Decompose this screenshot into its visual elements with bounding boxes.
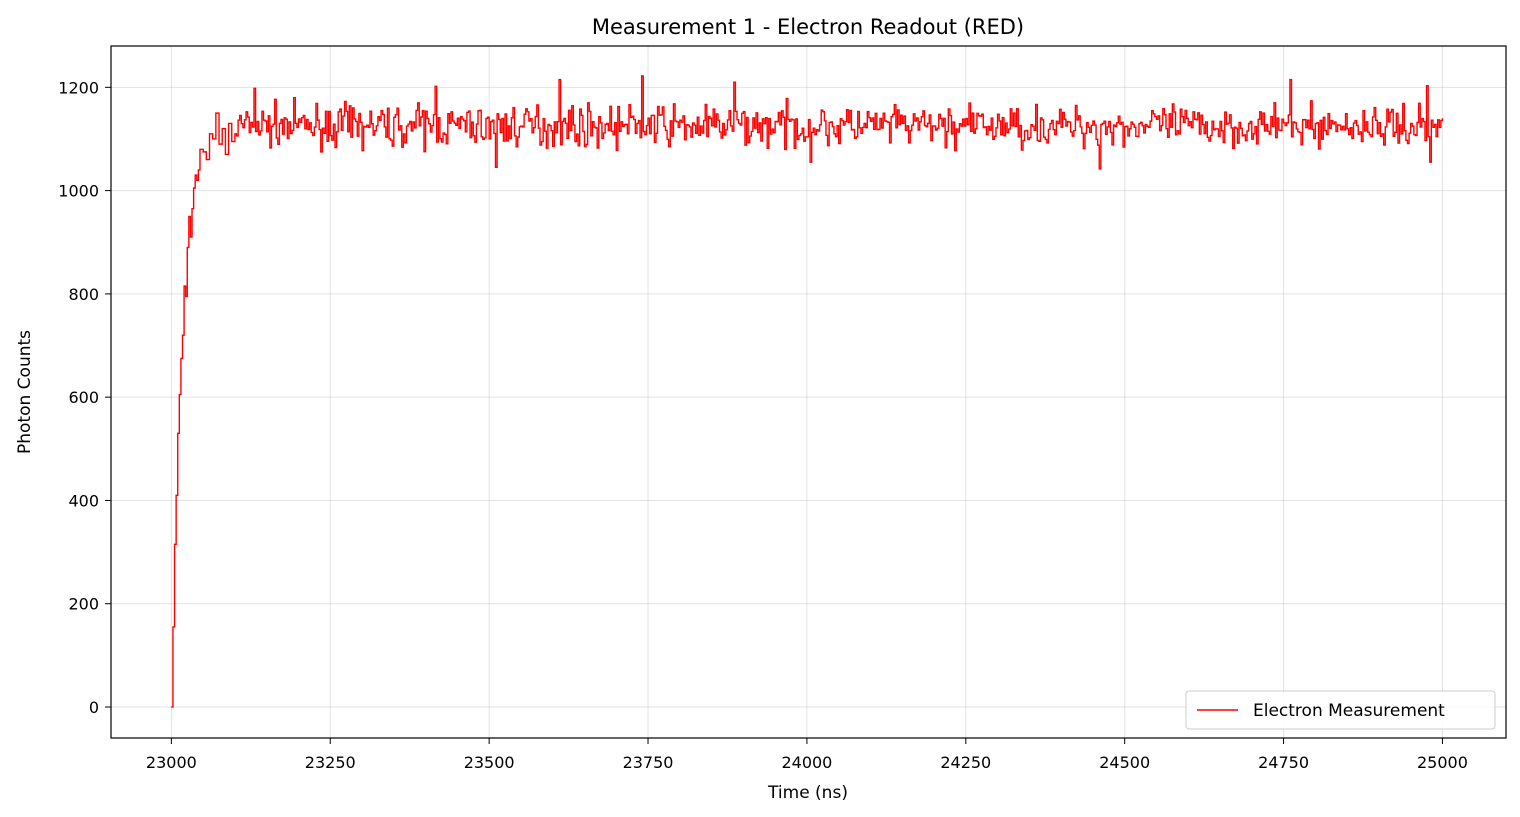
x-tick: 24500 <box>1099 738 1150 772</box>
y-tick: 0 <box>89 698 111 717</box>
x-tick: 24000 <box>781 738 832 772</box>
y-tick-label: 200 <box>68 595 99 614</box>
y-tick-label: 1000 <box>58 182 99 201</box>
chart-title: Measurement 1 - Electron Readout (RED) <box>592 15 1024 39</box>
x-axis-label: Time (ns) <box>767 783 848 803</box>
y-tick: 200 <box>68 595 111 614</box>
y-axis-label: Photon Counts <box>15 330 35 454</box>
y-tick-label: 400 <box>68 491 99 510</box>
y-tick: 1000 <box>58 182 111 201</box>
y-tick: 1200 <box>58 78 111 97</box>
x-tick: 25000 <box>1417 738 1468 772</box>
x-tick: 23250 <box>305 738 356 772</box>
x-tick: 23500 <box>464 738 515 772</box>
y-tick: 600 <box>68 388 111 407</box>
x-tick: 24250 <box>940 738 991 772</box>
x-tick-label: 24750 <box>1258 753 1309 772</box>
x-tick-label: 24000 <box>781 753 832 772</box>
y-tick-label: 800 <box>68 285 99 304</box>
x-axis-ticks: 23000 23250 23500 23750 24000 24250 24500 24750… <box>146 738 1468 772</box>
y-axis-ticks: 0 200 400 600 800 1000 1200 <box>58 78 111 717</box>
x-tick-label: 25000 <box>1417 753 1468 772</box>
x-tick: 23750 <box>623 738 674 772</box>
y-tick: 800 <box>68 285 111 304</box>
legend-box <box>1185 690 1496 730</box>
x-tick-label: 24500 <box>1099 753 1150 772</box>
plot-frame <box>110 45 1507 739</box>
y-tick-label: 0 <box>89 698 99 717</box>
legend: Electron Measurement <box>1185 690 1496 730</box>
series-layer <box>171 75 1444 708</box>
y-tick-label: 600 <box>68 388 99 407</box>
x-tick-label: 24250 <box>940 753 991 772</box>
x-tick: 23000 <box>146 738 197 772</box>
legend-label: Electron Measurement <box>1253 701 1445 721</box>
x-tick: 24750 <box>1258 738 1309 772</box>
y-tick: 400 <box>68 491 111 510</box>
x-tick-label: 23500 <box>464 753 515 772</box>
y-tick-label: 1200 <box>58 78 99 97</box>
x-tick-label: 23000 <box>146 753 197 772</box>
series-line-electron-measurement <box>171 75 1444 708</box>
x-tick-label: 23750 <box>623 753 674 772</box>
x-tick-label: 23250 <box>305 753 356 772</box>
